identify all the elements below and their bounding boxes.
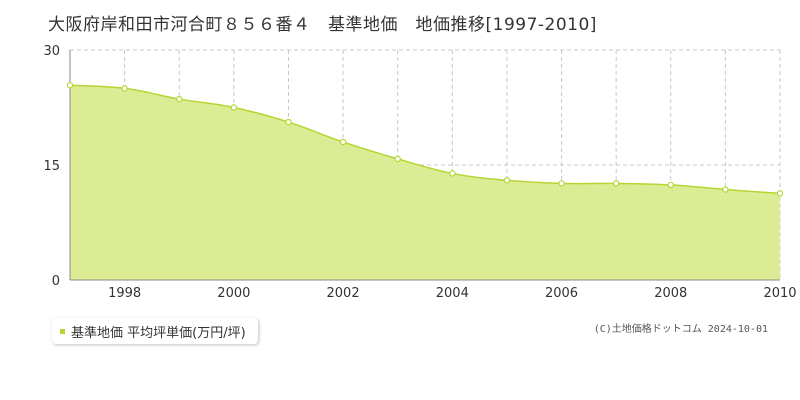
label-layer: 0 15 30 1998 2000 2002 2004 2006 2008 2010 bbox=[43, 44, 796, 301]
data-point bbox=[176, 95, 183, 103]
data-point bbox=[612, 180, 620, 187]
copyright-text: (C)土地価格ドットコム 2024-10-01 bbox=[593, 324, 768, 335]
data-point bbox=[667, 181, 674, 189]
legend: 基準地価 平均坪単価(万円/坪) bbox=[52, 318, 258, 344]
legend-label: 基準地価 平均坪単価(万円/坪) bbox=[71, 325, 246, 341]
data-point bbox=[121, 85, 128, 92]
series-area bbox=[70, 85, 780, 281]
x-tick-label: 2008 bbox=[654, 286, 687, 301]
data-point bbox=[230, 104, 238, 111]
data-point bbox=[66, 82, 74, 89]
y-tick-label: 15 bbox=[43, 159, 60, 174]
area-layer bbox=[69, 84, 781, 281]
data-point bbox=[449, 170, 456, 177]
x-tick-label: 1998 bbox=[108, 286, 141, 301]
data-point bbox=[339, 138, 347, 146]
x-tick-label: 2004 bbox=[436, 286, 469, 301]
x-tick-label: 2000 bbox=[217, 286, 250, 301]
legend-swatch bbox=[60, 328, 65, 334]
x-tick-label: 2006 bbox=[545, 286, 578, 301]
data-point bbox=[394, 155, 401, 163]
x-tick-label: 2010 bbox=[763, 286, 796, 301]
chart-title: 大阪府岸和田市河合町８５６番４ 基準地価 地価推移[1997-2010] bbox=[48, 15, 597, 35]
data-point bbox=[285, 118, 292, 126]
y-tick-label: 30 bbox=[43, 44, 60, 59]
marker-layer bbox=[66, 82, 784, 197]
data-point bbox=[722, 186, 729, 193]
y-tick-label: 0 bbox=[52, 274, 60, 289]
data-point bbox=[558, 180, 565, 187]
data-point bbox=[503, 177, 511, 184]
series-line bbox=[69, 84, 781, 195]
data-point bbox=[776, 190, 784, 197]
x-tick-label: 2002 bbox=[327, 286, 360, 301]
